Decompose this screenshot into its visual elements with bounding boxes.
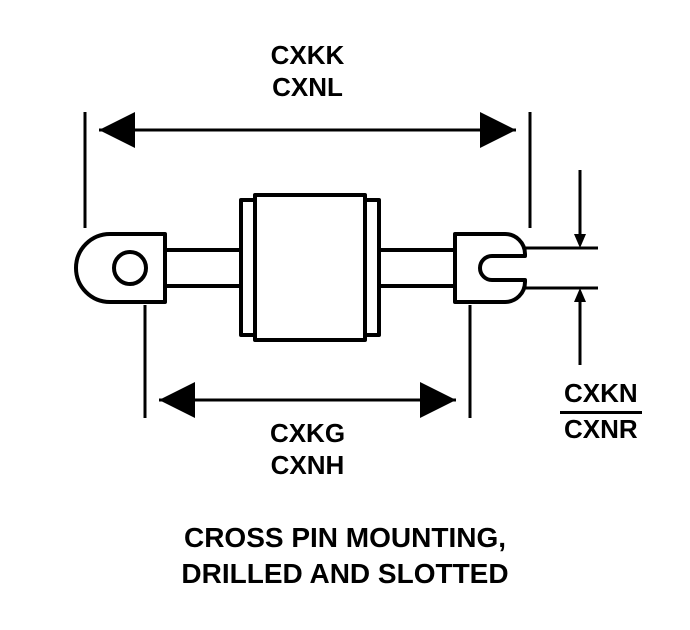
- bottom-dim-label-lower: CXNH: [0, 450, 615, 481]
- right-dim-upper-arrow: [574, 234, 586, 248]
- right-tab-slotted: [455, 234, 525, 302]
- diagram-canvas: CXKK CXNL CXKG CXNH CXKN CXNR CROSS PIN …: [0, 0, 690, 630]
- body-rect: [255, 195, 365, 340]
- right-dim-label-lower: CXNR: [560, 414, 642, 445]
- right-dim-label-upper: CXKN: [560, 378, 642, 414]
- diagram-title-line1: CROSS PIN MOUNTING,: [0, 522, 690, 554]
- drilled-hole: [114, 252, 146, 284]
- bottom-dim-label-upper: CXKG: [0, 418, 615, 449]
- right-cap: [365, 200, 379, 335]
- top-dim-label-lower: CXNL: [0, 72, 615, 103]
- component: [76, 195, 525, 340]
- right-dim-lower-arrow: [574, 288, 586, 302]
- left-cap: [241, 200, 255, 335]
- diagram-title-line2: DRILLED AND SLOTTED: [0, 558, 690, 590]
- top-dim-label-upper: CXKK: [0, 40, 615, 71]
